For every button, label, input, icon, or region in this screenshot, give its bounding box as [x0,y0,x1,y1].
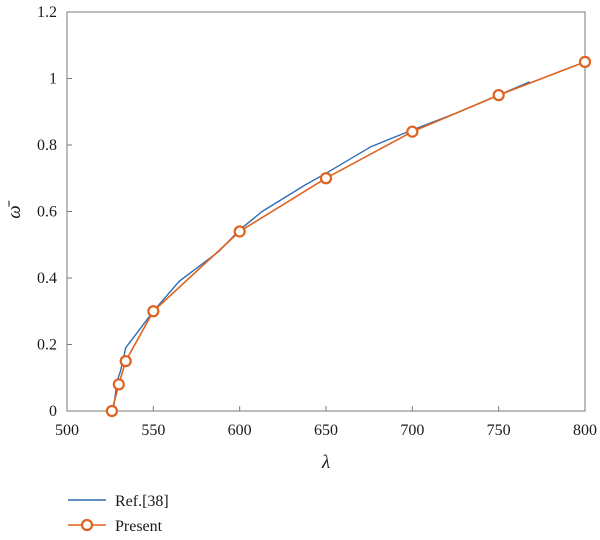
legend: Ref.[38] Present [68,493,169,535]
x-tick-label: 650 [314,422,338,439]
data-point-present [147,305,160,318]
data-point-present [578,55,592,68]
legend-marker-present [80,518,94,532]
x-axis-ticks: 500 550 600 650 700 750 800 [55,406,597,439]
data-point-present [233,225,246,238]
y-tick-label: 1 [49,71,57,88]
y-tick-label: 0.8 [37,137,57,154]
legend-label-ref38: Ref.[38] [115,493,169,510]
series-line-ref38 [111,81,530,412]
y-tick-label: 0.6 [37,204,57,221]
y-tick-label: 0 [49,403,57,420]
data-point-present [112,378,125,391]
y-tick-label: 1.2 [37,4,57,21]
x-tick-label: 600 [228,422,252,439]
x-tick-label: 800 [573,422,597,439]
series-layer [105,55,592,418]
legend-label-present: Present [115,518,163,535]
y-tick-label: 0.2 [37,337,57,354]
plot-frame [66,11,586,412]
data-point-present [119,355,132,368]
y-axis-label: ω̄ [4,200,25,218]
data-point-present [319,172,333,185]
y-axis-ticks: 0 0.2 0.4 0.6 0.8 1 1.2 [37,4,72,420]
x-tick-label: 500 [55,422,79,439]
data-point-present [492,89,505,102]
x-tick-label: 750 [487,422,511,439]
data-point-present [105,404,118,418]
x-tick-label: 700 [400,422,424,439]
series-line-present [111,61,586,412]
x-tick-label: 550 [141,422,165,439]
y-tick-label: 0.4 [37,270,57,287]
data-point-present [406,125,419,138]
x-axis-label: λ [321,452,330,473]
